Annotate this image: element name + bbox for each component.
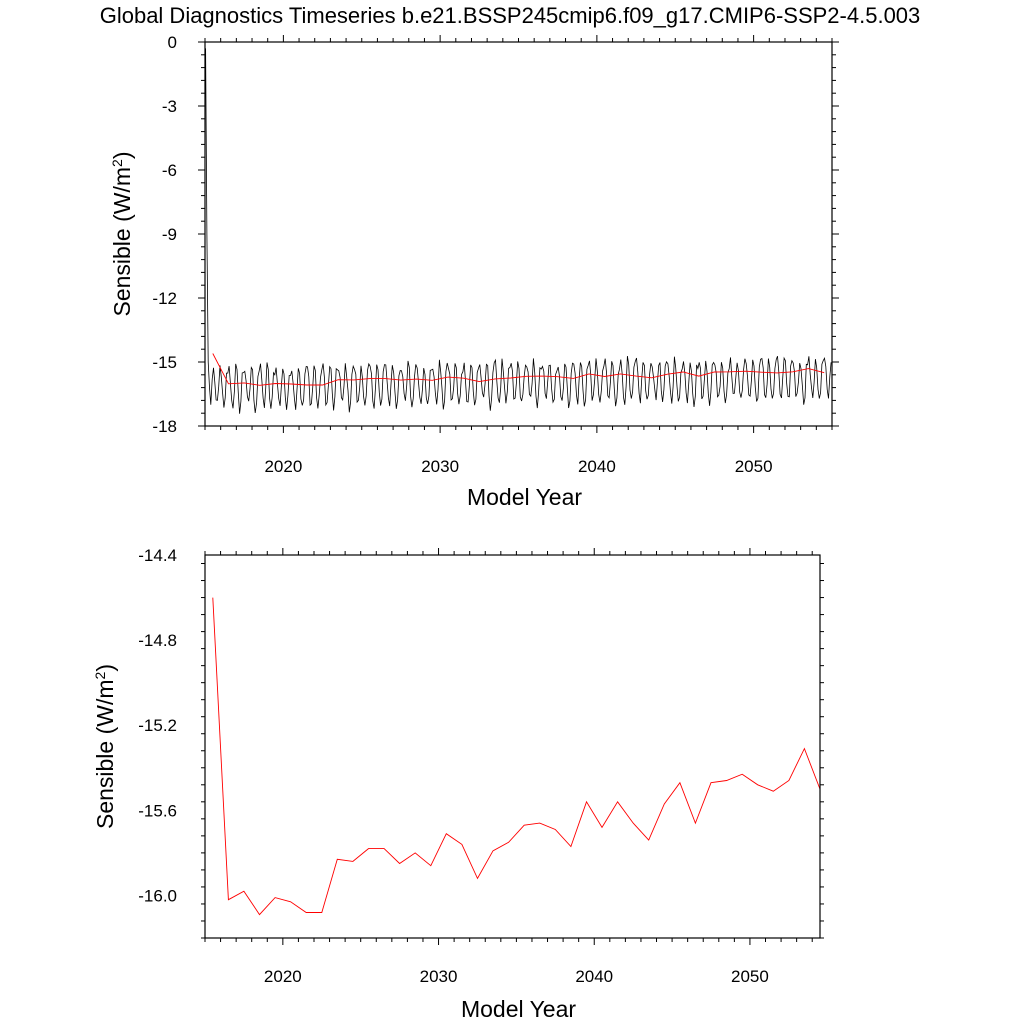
plot-frame: [204, 554, 821, 939]
x-tick-label: 2030: [420, 967, 458, 986]
x-tick-label: 2040: [578, 457, 616, 476]
x-tick-label: 2050: [735, 457, 773, 476]
y-tick-label: -15.6: [138, 801, 177, 820]
x-tick-label: 2020: [264, 457, 302, 476]
y-tick-label: -15: [152, 353, 177, 372]
y-tick-label: -18: [152, 417, 177, 436]
y-tick-label: -9: [162, 225, 177, 244]
x-tick-label: 2020: [264, 967, 302, 986]
x-tick-label: 2050: [731, 967, 769, 986]
monthly-series-line: [205, 48, 832, 414]
top-panel-timeseries: 2020 2030 2040 2050 0 -3 -6 -9 -12 -15 -18 Model Ye…: [109, 33, 839, 510]
y-tick-label: -6: [162, 161, 177, 180]
y-axis-title: Sensible (W/m2): [92, 664, 118, 829]
x-tick-label: 2030: [421, 457, 459, 476]
y-tick-label: -12: [152, 289, 177, 308]
y-tick-label: -14.4: [138, 546, 177, 565]
y-tick-label: -3: [162, 97, 177, 116]
x-axis-title: Model Year: [461, 996, 576, 1022]
annual-mean-series-line: [212, 353, 825, 386]
y-axis-title: Sensible (W/m2): [109, 151, 135, 316]
chart-title: Global Diagnostics Timeseries b.e21.BSSP…: [100, 3, 921, 28]
y-tick-label: 0: [168, 33, 177, 52]
x-tick-label: 2040: [575, 967, 613, 986]
bottom-panel-annual-mean: 2020 2030 2040 2050 -14.4 -14.8 -15.2 -15.6 -16.…: [92, 546, 824, 1022]
x-axis-title: Model Year: [467, 484, 582, 510]
annual-mean-series-line: [212, 597, 820, 916]
y-tick-label: -15.2: [138, 716, 177, 735]
y-tick-label: -16.0: [138, 886, 177, 905]
y-tick-label: -14.8: [138, 631, 177, 650]
